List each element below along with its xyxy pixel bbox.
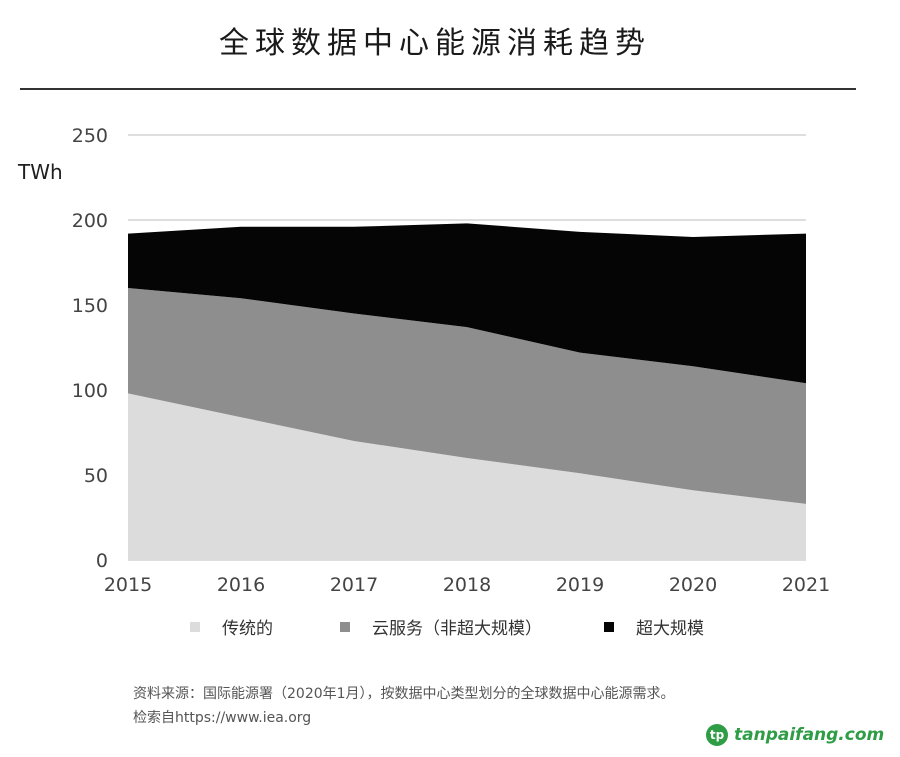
legend-swatch-traditional xyxy=(190,621,200,632)
y-tick-150: 150 xyxy=(72,295,108,317)
y-tick-100: 100 xyxy=(72,380,108,402)
watermark-logo: tp tanpaifang.com xyxy=(706,724,884,746)
x-tick-2020: 2020 xyxy=(669,574,717,596)
source-note: 资料来源：国际能源署（2020年1月），按数据中心类型划分的全球数据中心能源需求… xyxy=(133,682,675,730)
legend-label-traditional: 传统的 xyxy=(222,619,273,639)
legend-swatch-hyperscale xyxy=(604,621,614,632)
source-line-1: 资料来源：国际能源署（2020年1月），按数据中心类型划分的全球数据中心能源需求… xyxy=(133,686,675,702)
legend-item-traditional: 传统的 xyxy=(190,614,273,639)
x-tick-labels: 2015 2016 2017 2018 2019 2020 2021 xyxy=(104,574,830,596)
x-tick-2019: 2019 xyxy=(556,574,604,596)
x-tick-2018: 2018 xyxy=(443,574,491,596)
y-axis-unit: TWh xyxy=(18,160,63,184)
legend-swatch-cloud xyxy=(340,621,350,632)
stacked-area-chart: 0 50 100 150 200 250 2015 2016 2017 2018 2019 2020… xyxy=(72,125,830,596)
y-tick-200: 200 xyxy=(72,210,108,232)
watermark-text: tanpaifang.com xyxy=(734,725,885,745)
title-divider xyxy=(20,88,856,90)
y-tick-50: 50 xyxy=(84,465,108,487)
area-traditional xyxy=(128,393,806,560)
x-tick-2017: 2017 xyxy=(330,574,378,596)
legend-label-cloud: 云服务（非超大规模） xyxy=(372,619,542,639)
legend-label-hyperscale: 超大规模 xyxy=(636,619,704,639)
x-tick-2016: 2016 xyxy=(217,574,265,596)
source-line-2: 检索自https://www.iea.org xyxy=(133,710,312,726)
chart-title: 全球数据中心能源消耗趋势 xyxy=(219,26,651,61)
legend-item-hyperscale: 超大规模 xyxy=(604,614,704,639)
area-hyperscale xyxy=(128,223,806,384)
legend-item-cloud: 云服务（非超大规模） xyxy=(340,614,542,639)
y-tick-250: 250 xyxy=(72,125,108,147)
x-tick-2015: 2015 xyxy=(104,574,152,596)
area-series xyxy=(128,223,806,560)
area-cloud xyxy=(128,288,806,504)
leaf-logo-icon: tp xyxy=(706,724,728,746)
y-tick-labels: 0 50 100 150 200 250 xyxy=(72,125,108,572)
y-tick-0: 0 xyxy=(96,550,108,572)
x-tick-2021: 2021 xyxy=(782,574,830,596)
